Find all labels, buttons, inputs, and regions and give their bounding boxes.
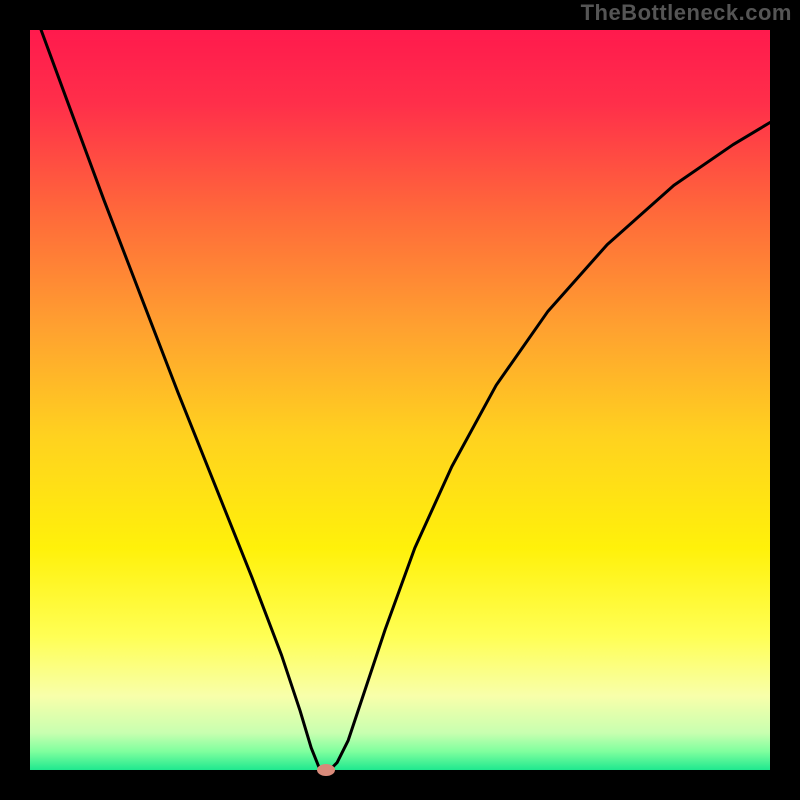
- chart-plot-background: [30, 30, 770, 770]
- chart-wrapper: TheBottleneck.com: [0, 0, 800, 800]
- bottleneck-chart: [0, 0, 800, 800]
- optimum-marker: [317, 764, 335, 776]
